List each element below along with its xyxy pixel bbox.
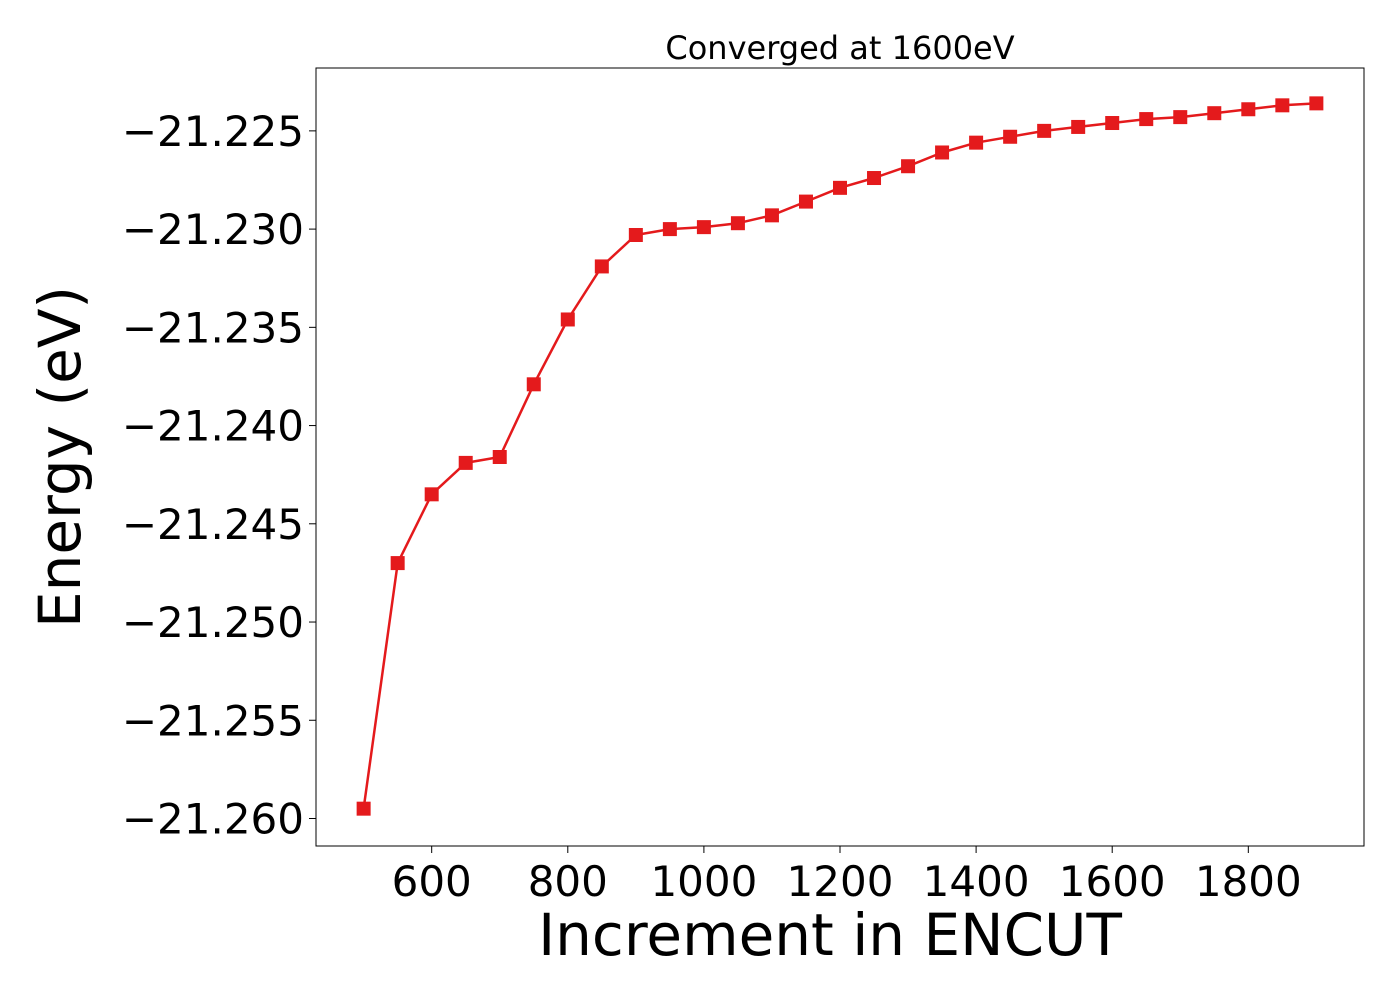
- x-tick-label: 1200: [787, 857, 894, 906]
- data-point-marker: [833, 180, 847, 195]
- data-point-marker: [969, 135, 984, 150]
- x-tick-label: 1600: [1059, 857, 1166, 906]
- y-tick-label: −21.235: [122, 303, 304, 352]
- chart-title: Converged at 1600eV: [665, 29, 1014, 67]
- data-point-marker: [356, 801, 371, 816]
- data-point-marker: [730, 216, 745, 231]
- data-point-marker: [628, 227, 643, 242]
- y-axis-label: Energy (eV): [26, 286, 94, 628]
- x-tick-label: 1400: [923, 857, 1030, 906]
- y-tick-label: −21.255: [122, 696, 304, 745]
- x-axis-ticks: 600 800 1000 1200 1400 1600 1800: [392, 846, 1302, 906]
- data-point-marker: [1139, 112, 1154, 127]
- x-tick-label: 1000: [650, 857, 757, 906]
- data-point-marker: [526, 377, 541, 392]
- data-point-marker: [662, 222, 677, 237]
- y-tick-label: −21.230: [122, 205, 304, 254]
- x-tick-label: 1800: [1195, 857, 1302, 906]
- data-point-marker: [424, 487, 439, 502]
- y-tick-label: −21.225: [122, 107, 304, 156]
- y-tick-label: −21.250: [122, 598, 304, 647]
- data-point-marker: [1241, 102, 1256, 117]
- series-layer: [356, 96, 1324, 816]
- data-point-marker: [867, 171, 882, 186]
- data-point-marker: [798, 194, 813, 209]
- x-tick-label: 600: [392, 857, 472, 906]
- data-point-marker: [764, 208, 779, 223]
- data-point-marker: [1037, 123, 1052, 138]
- data-point-marker: [1003, 129, 1018, 144]
- data-point-marker: [1173, 110, 1188, 125]
- x-axis-label: Increment in ENCUT: [538, 901, 1122, 969]
- data-point-marker: [458, 455, 473, 470]
- data-point-marker: [390, 556, 405, 571]
- data-point-marker: [1105, 116, 1120, 131]
- x-tick-label: 800: [528, 857, 608, 906]
- data-point-marker: [696, 220, 711, 235]
- data-point-marker: [560, 312, 575, 327]
- y-tick-label: −21.240: [122, 402, 304, 451]
- data-point-marker: [1207, 106, 1222, 121]
- data-point-marker: [1275, 98, 1290, 113]
- data-point-marker: [935, 145, 950, 160]
- data-point-marker: [594, 259, 609, 274]
- data-point-marker: [901, 159, 916, 174]
- y-axis-ticks: −21.225 −21.230 −21.235 −21.240 −21.245 −21.2…: [122, 107, 316, 843]
- data-point-marker: [492, 450, 507, 464]
- data-point-marker: [1071, 119, 1086, 134]
- y-tick-label: −21.260: [122, 794, 304, 843]
- y-tick-label: −21.245: [122, 500, 304, 549]
- data-point-marker: [1309, 96, 1324, 111]
